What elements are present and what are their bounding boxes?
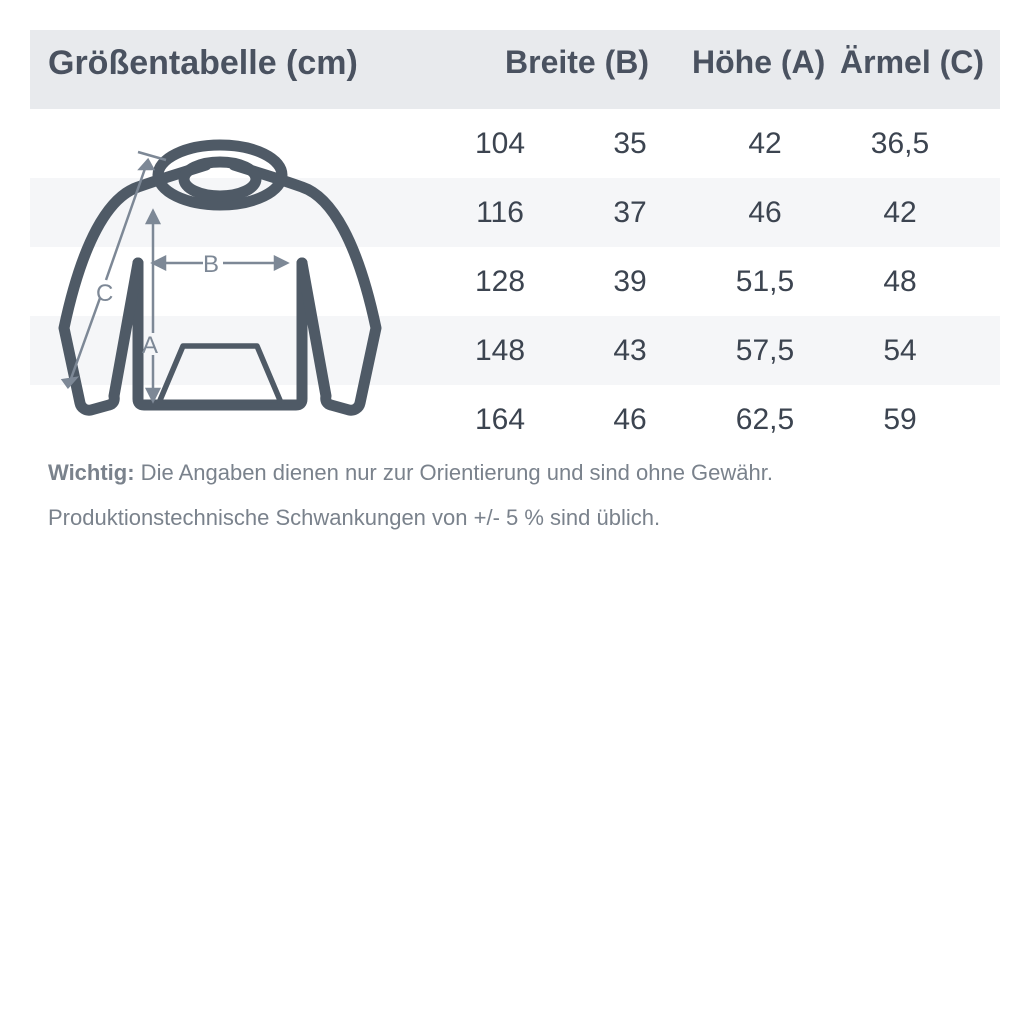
svg-text:B: B [203, 251, 219, 278]
svg-text:C: C [96, 280, 113, 307]
svg-text:A: A [142, 332, 158, 359]
